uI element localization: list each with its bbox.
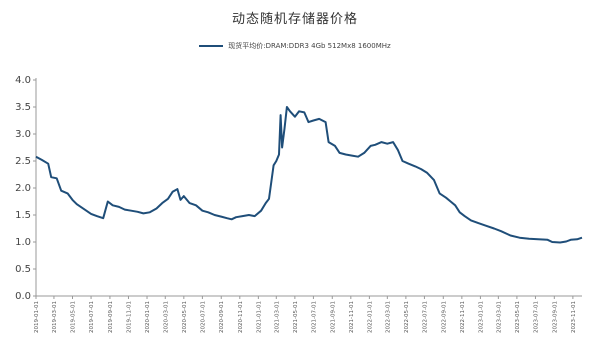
x-tick-label: 2019-09-01 [108,301,114,333]
x-tick-label: 2022-07-01 [422,301,428,333]
x-tick-label: 2019-05-01 [71,301,77,333]
x-tick-label: 2023-09-01 [552,301,558,333]
y-tick-label: 3.5 [15,102,31,113]
x-tick-label: 2019-03-01 [52,301,58,333]
x-tick-label: 2022-05-01 [404,301,410,333]
x-tick-label: 2021-11-01 [349,301,355,333]
x-tick-label: 2023-01-01 [478,301,484,333]
x-tick-label: 2022-01-01 [367,301,373,333]
x-tick-label: 2021-03-01 [274,301,280,333]
x-tick-label: 2019-07-01 [89,301,95,333]
y-tick-label: 1.0 [15,237,31,248]
chart-title: 动态随机存储器价格 [231,12,358,27]
legend-swatch [199,45,224,47]
legend-label: 现货平均价:DRAM:DDR3 4Gb 512Mx8 1600MHz [228,42,391,50]
y-tick-label: 3.0 [15,129,31,140]
y-tick-label: 0.0 [15,291,31,302]
x-tick-label: 2021-01-01 [256,301,262,333]
x-tick-label: 2022-11-01 [460,301,466,333]
y-tick-label: 2.5 [15,156,31,167]
x-tick-label: 2020-09-01 [219,301,225,333]
y-tick-label: 4.0 [15,75,31,86]
x-tick-label: 2019-11-01 [126,301,132,333]
x-tick-label: 2021-07-01 [311,301,317,333]
series-line [35,106,583,244]
x-tick-label: 2020-01-01 [145,301,151,333]
x-tick-label: 2023-11-01 [571,301,577,333]
y-tick-label: 1.5 [15,210,31,221]
x-tick-label: 2023-03-01 [496,301,502,333]
x-tick-label: 2020-07-01 [200,301,206,333]
x-tick-label: 2020-05-01 [182,301,188,333]
x-tick-label: 2019-01-01 [34,301,40,333]
y-tick-label: 2.0 [15,183,31,194]
x-tick-label: 2020-11-01 [238,301,244,333]
y-tick-label: 0.5 [15,264,31,275]
x-tick-label: 2022-03-01 [385,301,391,333]
x-tick-label: 2020-03-01 [163,301,169,333]
x-tick-label: 2021-09-01 [330,301,336,333]
x-tick-label: 2023-05-01 [515,301,521,333]
x-tick-label: 2021-05-01 [293,301,299,333]
legend: 现货平均价:DRAM:DDR3 4Gb 512Mx8 1600MHz [0,41,590,51]
x-tick-label: 2022-09-01 [441,301,447,333]
x-tick-label: 2023-07-01 [533,301,539,333]
